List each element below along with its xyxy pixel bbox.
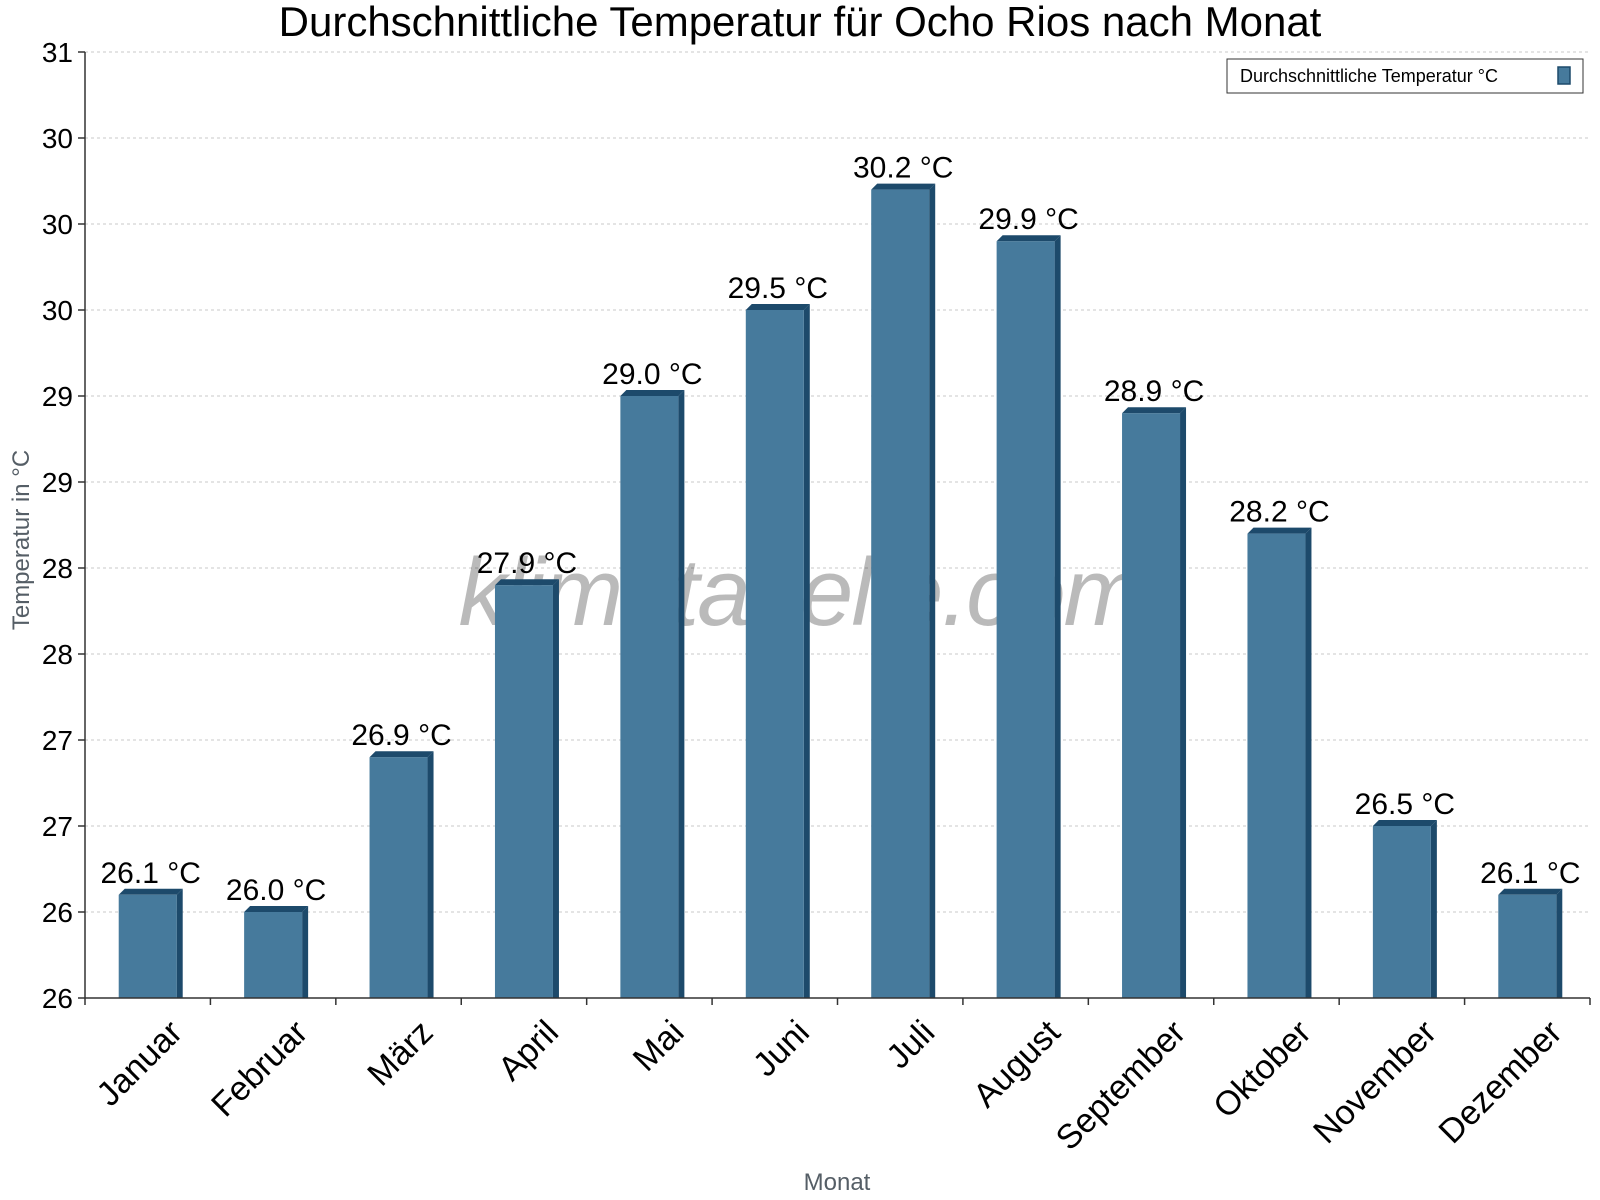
x-tick-label: Juli <box>879 1013 942 1076</box>
x-tick-label: November <box>1306 1013 1444 1151</box>
bar <box>244 912 303 998</box>
y-tick-label: 29 <box>42 467 73 498</box>
x-tick-label: September <box>1049 1013 1193 1157</box>
bar-side <box>552 579 559 998</box>
y-tick-label: 30 <box>42 295 73 326</box>
y-tick-label: 27 <box>42 811 73 842</box>
bar-side <box>1430 820 1437 998</box>
bar <box>369 757 428 998</box>
bar-top <box>745 304 810 310</box>
y-tick-label: 28 <box>42 639 73 670</box>
bar-side <box>678 390 685 998</box>
y-tick-label: 29 <box>42 381 73 412</box>
x-tick-label: März <box>360 1013 440 1093</box>
bar <box>871 189 930 999</box>
bar <box>494 585 553 998</box>
x-tick-label: Februar <box>204 1013 315 1124</box>
data-label: 26.1 °C <box>101 857 201 890</box>
bar-side <box>1305 527 1312 998</box>
data-label: 29.5 °C <box>728 272 828 305</box>
bar-side <box>1054 235 1061 998</box>
bar-side <box>1180 407 1187 998</box>
bar-top <box>1122 407 1187 414</box>
y-axis-label: Temperatur in °C <box>8 450 35 630</box>
bars <box>118 183 1563 999</box>
bar-top <box>244 906 309 912</box>
bar-top <box>620 390 685 396</box>
x-tick-label: April <box>491 1013 566 1088</box>
data-label: 26.5 °C <box>1355 788 1455 821</box>
legend-swatch <box>1557 66 1571 85</box>
x-tick-label: Januar <box>89 1013 189 1113</box>
bar <box>996 241 1055 998</box>
data-label: 26.9 °C <box>351 719 451 752</box>
chart-title: Durchschnittliche Temperatur für Ocho Ri… <box>279 0 1322 45</box>
data-label: 29.9 °C <box>978 203 1078 236</box>
bar <box>1247 533 1306 998</box>
legend-box <box>1226 58 1584 94</box>
data-label: 30.2 °C <box>853 152 953 185</box>
bar-top <box>494 579 559 586</box>
bar-top <box>1498 888 1563 895</box>
bar-top <box>1247 527 1312 534</box>
x-tick-label: Dezember <box>1432 1013 1570 1151</box>
bar-side <box>929 183 936 999</box>
y-tick-label: 30 <box>42 209 73 240</box>
bar-top <box>996 235 1061 242</box>
bar-top <box>118 888 183 895</box>
data-labels: 26.1 °C 26.0 °C 26.9 °C 27.9 °C 29.0 °C 29.5 … <box>101 152 1581 907</box>
data-label: 28.2 °C <box>1229 496 1329 529</box>
bar <box>1372 826 1431 998</box>
y-axis-ticks: 26 26 27 27 28 28 29 29 30 30 30 31 <box>42 37 85 1014</box>
bar <box>745 310 804 998</box>
x-axis-ticks: Januar Februar März April Mai Juni Juli AugustS… <box>84 998 1591 1158</box>
x-tick-label: Oktober <box>1206 1013 1318 1125</box>
y-tick-label: 28 <box>42 553 73 584</box>
bar-top <box>1372 820 1437 826</box>
legend: Durchschnittliche Temperatur °C <box>1226 58 1584 94</box>
bar <box>1498 894 1557 998</box>
bar-top <box>369 751 434 758</box>
y-tick-label: 27 <box>42 725 73 756</box>
bar-side <box>176 888 183 998</box>
data-label: 29.0 °C <box>602 358 702 391</box>
x-tick-label: August <box>966 1013 1068 1115</box>
bar-side <box>427 751 434 998</box>
x-tick-label: Mai <box>626 1013 692 1079</box>
bar-side <box>803 304 810 998</box>
data-label: 27.9 °C <box>477 547 577 580</box>
bar <box>620 396 679 998</box>
bar <box>118 894 177 998</box>
data-label: 26.0 °C <box>226 874 326 907</box>
grid-lines <box>85 51 1590 913</box>
y-tick-label: 30 <box>42 123 73 154</box>
x-tick-label: Juni <box>746 1013 817 1084</box>
bar-side <box>1556 888 1563 998</box>
bar-top <box>871 183 936 190</box>
y-tick-label: 31 <box>42 37 73 68</box>
bar-side <box>302 906 309 998</box>
y-tick-label: 26 <box>42 983 73 1014</box>
data-label: 28.9 °C <box>1104 375 1204 408</box>
x-axis-label: Monat <box>804 1169 871 1196</box>
data-label: 26.1 °C <box>1480 857 1580 890</box>
bar <box>1122 413 1181 998</box>
y-tick-label: 26 <box>42 897 73 928</box>
legend-label: Durchschnittliche Temperatur °C <box>1240 66 1498 86</box>
